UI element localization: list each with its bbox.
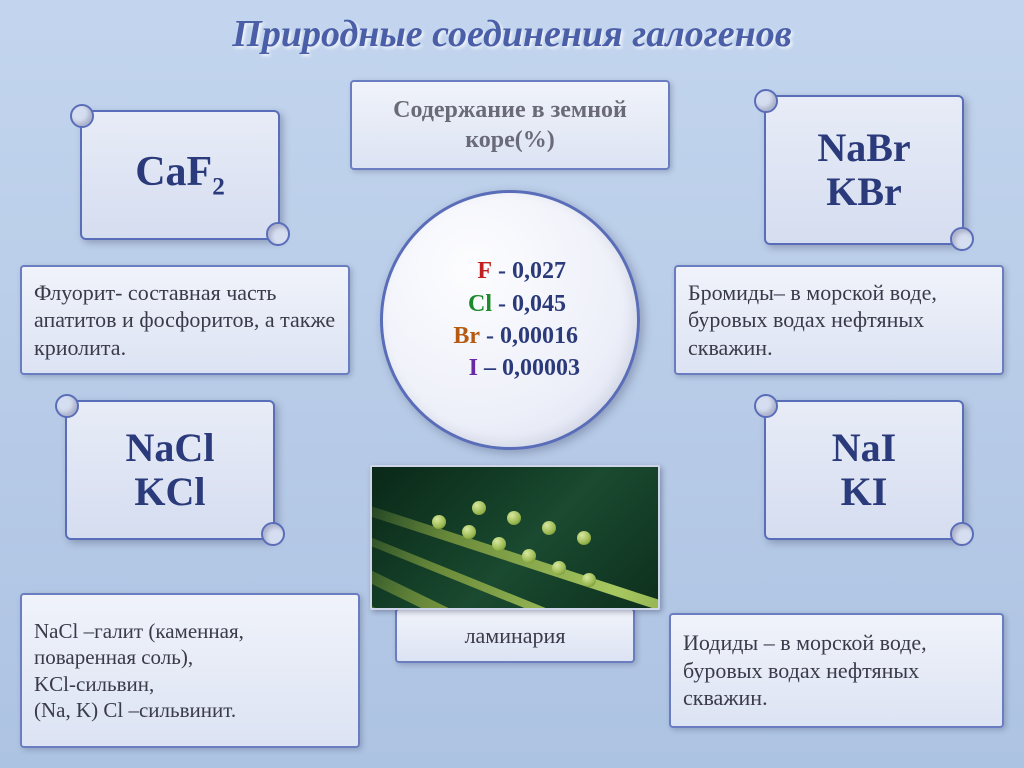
el-Br: Br: [442, 320, 480, 352]
scroll-curl-icon: [55, 394, 79, 418]
el-Cl: Cl: [454, 288, 492, 320]
scroll-curl-icon: [950, 522, 974, 546]
scroll-nabr: NaBr KBr: [764, 95, 964, 245]
page-title: Природные соединения галогенов: [0, 0, 1024, 56]
scroll-curl-icon: [261, 522, 285, 546]
scroll-curl-icon: [754, 89, 778, 113]
box-nacl-desc: NaCl –галит (каменная, поваренная соль),…: [20, 593, 360, 748]
formula-caf2: CaF2: [135, 148, 225, 201]
formula-nacl: NaCl KCl: [126, 426, 215, 514]
box-laminaria: ламинария: [395, 608, 635, 663]
formula-nai: NaI KI: [832, 426, 896, 514]
scroll-nai: NaI KI: [764, 400, 964, 540]
el-I: I: [440, 352, 478, 384]
box-fluorite: Флуорит- составная часть апатитов и фосф…: [20, 265, 350, 375]
abundance-circle: F - 0,027 Cl - 0,045 Br - 0,00016 I – 0,…: [380, 190, 640, 450]
box-bromide: Бромиды– в морской воде, буровых водах н…: [674, 265, 1004, 375]
circle-row: F - 0,027: [454, 255, 566, 287]
formula-nabr: NaBr KBr: [817, 126, 910, 214]
scroll-caf2: CaF2: [80, 110, 280, 240]
circle-row: Cl - 0,045: [454, 288, 566, 320]
laminaria-photo: [370, 465, 660, 610]
scroll-nacl: NaCl KCl: [65, 400, 275, 540]
header-box: Содержание в земной коре(%): [350, 80, 670, 170]
el-F: F: [454, 255, 492, 287]
box-iodide: Иодиды – в морской воде, буровых водах н…: [669, 613, 1004, 728]
scroll-curl-icon: [950, 227, 974, 251]
scroll-curl-icon: [70, 104, 94, 128]
scroll-curl-icon: [754, 394, 778, 418]
circle-row: I – 0,00003: [440, 352, 580, 384]
scroll-curl-icon: [266, 222, 290, 246]
circle-row: Br - 0,00016: [442, 320, 578, 352]
